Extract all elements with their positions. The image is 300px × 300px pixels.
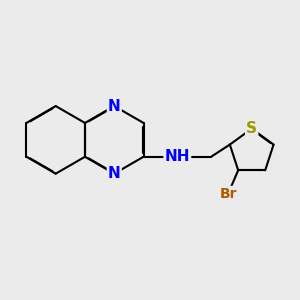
- Text: Br: Br: [219, 187, 237, 201]
- Text: N: N: [108, 99, 121, 114]
- Text: S: S: [246, 121, 257, 136]
- Text: N: N: [108, 166, 121, 181]
- Text: NH: NH: [165, 149, 190, 164]
